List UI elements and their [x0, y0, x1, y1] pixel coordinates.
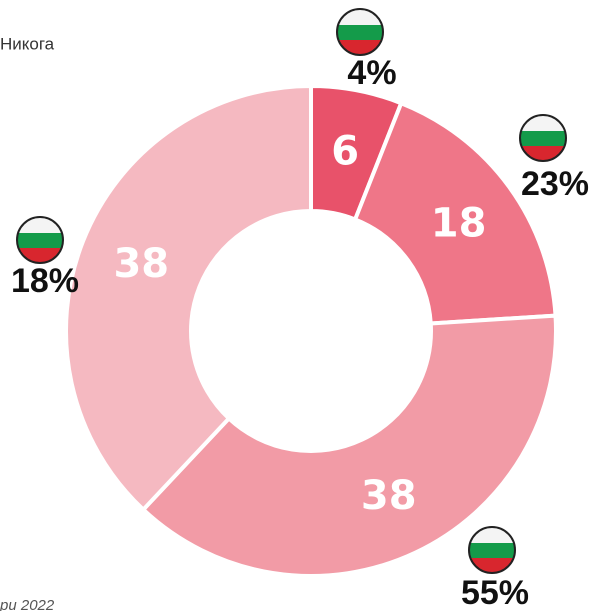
donut-segment — [64, 83, 313, 513]
flag-green — [17, 233, 63, 248]
segment-label: 18 — [431, 201, 487, 247]
flag-rim — [336, 8, 384, 56]
flag-icon — [16, 216, 64, 264]
reference-label: 55% — [461, 574, 529, 611]
reference-label: 18% — [11, 262, 79, 300]
segment-label: 6 — [331, 129, 359, 175]
donut-segment — [140, 313, 558, 578]
flag-rim — [16, 216, 64, 264]
segment-label: 38 — [361, 473, 417, 519]
flag-green — [469, 543, 515, 558]
segment-label: 38 — [113, 241, 169, 287]
donut-segment — [352, 100, 558, 326]
flag-green — [337, 25, 383, 40]
reference-label: 23% — [521, 165, 589, 203]
flag-rim — [468, 526, 516, 574]
flag-rim — [519, 114, 567, 162]
source: ри 2022 — [0, 597, 55, 611]
flag-icon — [336, 8, 384, 56]
reference-label: 4% — [347, 54, 396, 92]
legend-text: Никога — [0, 34, 55, 53]
flag-icon — [519, 114, 567, 162]
flag-green — [520, 131, 566, 146]
flag-icon — [468, 526, 516, 574]
